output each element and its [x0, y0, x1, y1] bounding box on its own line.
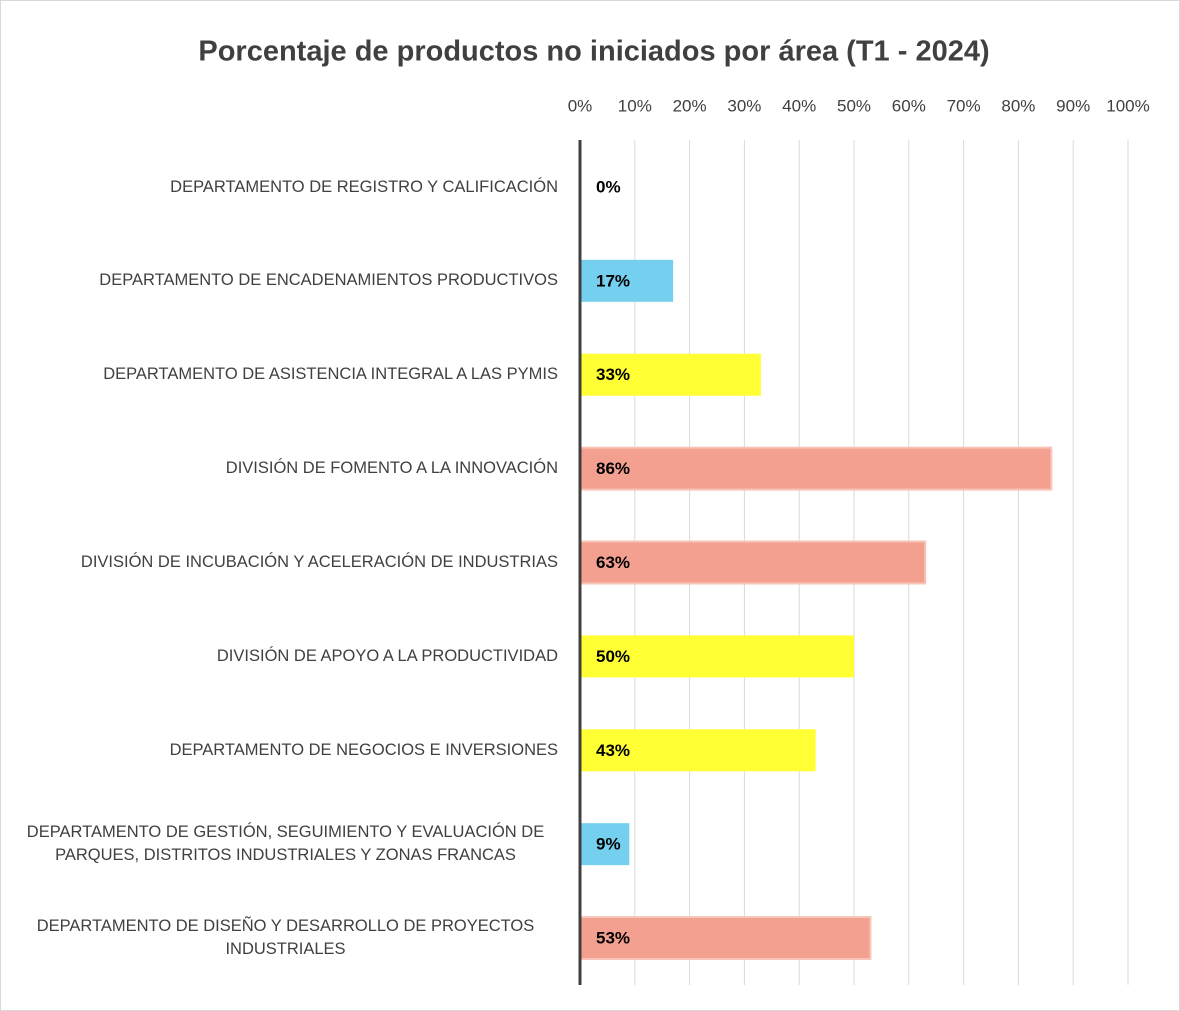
data-label: 43%	[596, 741, 630, 760]
category-label-wrap: DEPARTAMENTO DE REGISTRO Y CALIFICACIÓN	[10, 140, 558, 234]
category-label-box: DIVISIÓN DE FOMENTO A LA INNOVACIÓN	[10, 422, 558, 516]
x-tick-label: 90%	[1056, 96, 1090, 115]
bar	[579, 916, 872, 961]
category-label-box: DEPARTAMENTO DE ENCADENAMIENTOS PRODUCTI…	[10, 234, 558, 328]
x-tick-label: 30%	[727, 96, 761, 115]
x-tick-label: 100%	[1106, 96, 1149, 115]
x-tick-label: 50%	[837, 96, 871, 115]
data-label: 63%	[596, 553, 630, 572]
chart-title: Porcentaje de productos no iniciados por…	[198, 36, 989, 68]
data-label: 17%	[596, 271, 630, 290]
category-label: DIVISIÓN DE INCUBACIÓN Y ACELERACIÓN DE …	[80, 553, 558, 572]
category-label: DEPARTAMENTO DE ENCADENAMIENTOS PRODUCTI…	[99, 271, 558, 290]
bar	[580, 823, 630, 866]
data-label: 50%	[596, 647, 630, 666]
category-label-box: DEPARTAMENTO DE ASISTENCIA INTEGRAL A LA…	[10, 328, 558, 422]
data-label: 0%	[596, 177, 621, 196]
category-label-wrap: DEPARTAMENTO DE ASISTENCIA INTEGRAL A LA…	[10, 328, 558, 422]
category-label-box: DEPARTAMENTO DE REGISTRO Y CALIFICACIÓN	[10, 140, 558, 234]
category-label-wrap: DEPARTAMENTO DE GESTIÓN, SEGUIMIENTO Y E…	[10, 797, 558, 891]
data-label: 9%	[596, 835, 621, 854]
data-label: 86%	[596, 459, 630, 478]
category-label: DIVISIÓN DE APOYO A LA PRODUCTIVIDAD	[216, 646, 558, 665]
bar	[580, 259, 674, 302]
category-label-wrap: DIVISIÓN DE INCUBACIÓN Y ACELERACIÓN DE …	[10, 516, 558, 610]
bar	[580, 729, 816, 772]
x-tick-label: 80%	[1001, 96, 1035, 115]
category-label-wrap: DIVISIÓN DE APOYO A LA PRODUCTIVIDAD	[10, 609, 558, 703]
category-label: DIVISIÓN DE FOMENTO A LA INNOVACIÓN	[225, 459, 558, 478]
data-label: 53%	[596, 929, 630, 948]
category-label-wrap: DIVISIÓN DE FOMENTO A LA INNOVACIÓN	[10, 422, 558, 516]
x-tick-label: 60%	[892, 96, 926, 115]
bar	[580, 635, 854, 678]
category-label-wrap: DEPARTAMENTO DE NEGOCIOS E INVERSIONES	[10, 703, 558, 797]
category-label-box: DIVISIÓN DE INCUBACIÓN Y ACELERACIÓN DE …	[10, 516, 558, 610]
category-label-box: DEPARTAMENTO DE NEGOCIOS E INVERSIONES	[10, 703, 558, 797]
x-tick-label: 0%	[568, 96, 593, 115]
category-label: DEPARTAMENTO DE ASISTENCIA INTEGRAL A LA…	[103, 365, 558, 384]
x-tick-label: 10%	[618, 96, 652, 115]
data-label: 33%	[596, 365, 630, 384]
bar	[580, 353, 761, 396]
category-label-box: DEPARTAMENTO DE DISEÑO Y DESARROLLO DE P…	[10, 891, 558, 985]
category-label: DEPARTAMENTO DE DISEÑO Y DESARROLLO DE P…	[36, 917, 535, 959]
category-label-box: DIVISIÓN DE APOYO A LA PRODUCTIVIDAD	[10, 609, 558, 703]
category-label-wrap: DEPARTAMENTO DE DISEÑO Y DESARROLLO DE P…	[10, 891, 558, 985]
x-tick-label: 70%	[947, 96, 981, 115]
category-label: DEPARTAMENTO DE NEGOCIOS E INVERSIONES	[169, 740, 558, 759]
bar	[579, 446, 1053, 491]
bar	[579, 540, 927, 585]
x-tick-label: 40%	[782, 96, 816, 115]
category-label: DEPARTAMENTO DE GESTIÓN, SEGUIMIENTO Y E…	[26, 823, 545, 865]
category-label-box: DEPARTAMENTO DE GESTIÓN, SEGUIMIENTO Y E…	[10, 797, 558, 891]
x-tick-label: 20%	[673, 96, 707, 115]
category-label-wrap: DEPARTAMENTO DE ENCADENAMIENTOS PRODUCTI…	[10, 234, 558, 328]
category-label: DEPARTAMENTO DE REGISTRO Y CALIFICACIÓN	[170, 177, 558, 196]
